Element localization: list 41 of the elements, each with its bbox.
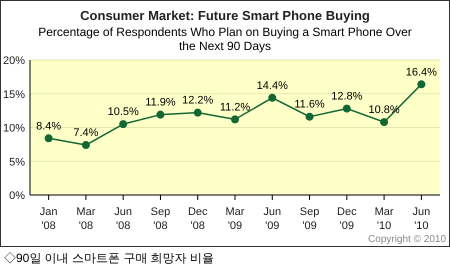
y-tick-label: 10%	[2, 122, 26, 134]
point	[231, 115, 239, 124]
x-tick-label: Mar '08	[76, 206, 96, 232]
text: 12.2%	[182, 94, 214, 107]
text: 11.6%	[294, 98, 325, 111]
text: 10.5%	[108, 106, 139, 118]
text: 7.4%	[73, 127, 98, 140]
y-tick-label: 5%	[9, 156, 26, 168]
x-tick-label: Jun '09	[263, 206, 282, 232]
point	[194, 108, 202, 117]
x-tick-label: Jun '10	[412, 206, 430, 232]
chart-subtitle: Percentage of Respondents Who Plan on Buying a Smart Phone Over the Next 90 Days	[38, 25, 412, 53]
point	[417, 80, 426, 88]
x-tick-label: Dec '08	[188, 206, 208, 232]
x-tick-label: Mar '10	[374, 206, 394, 232]
text: 12.8%	[331, 90, 362, 103]
x-tick-label: Sep '08	[150, 206, 170, 232]
x-tick-label: Mar '09	[226, 206, 245, 232]
x-tick-label: Jun '08	[114, 206, 132, 232]
text: 11.2%	[220, 101, 250, 114]
text: 8.4%	[36, 120, 62, 132]
text: Copyright © 2010	[368, 234, 446, 245]
point	[380, 118, 388, 126]
text: 14.4%	[256, 80, 288, 92]
y-tick-label: 20%	[2, 55, 26, 67]
x-tick-label: Dec '09	[337, 206, 358, 232]
point	[342, 104, 351, 113]
chart-title: Consumer Market: Future Smart Phone Buying	[80, 8, 370, 23]
point	[156, 110, 164, 119]
text: 11.9%	[145, 96, 176, 109]
point	[82, 141, 90, 150]
x-tick-label: Sep '09	[300, 206, 320, 232]
text: 16.4%	[406, 66, 437, 78]
point	[268, 94, 276, 102]
text: ◇90일 이내 스마트폰 구매 희망자 비율	[4, 251, 214, 265]
point	[44, 134, 53, 142]
x-tick-label: Jan '08	[40, 206, 58, 232]
point	[119, 120, 128, 128]
y-tick-label: 0%	[9, 190, 26, 202]
y-tick-label: 15%	[2, 88, 26, 101]
point	[306, 112, 314, 121]
